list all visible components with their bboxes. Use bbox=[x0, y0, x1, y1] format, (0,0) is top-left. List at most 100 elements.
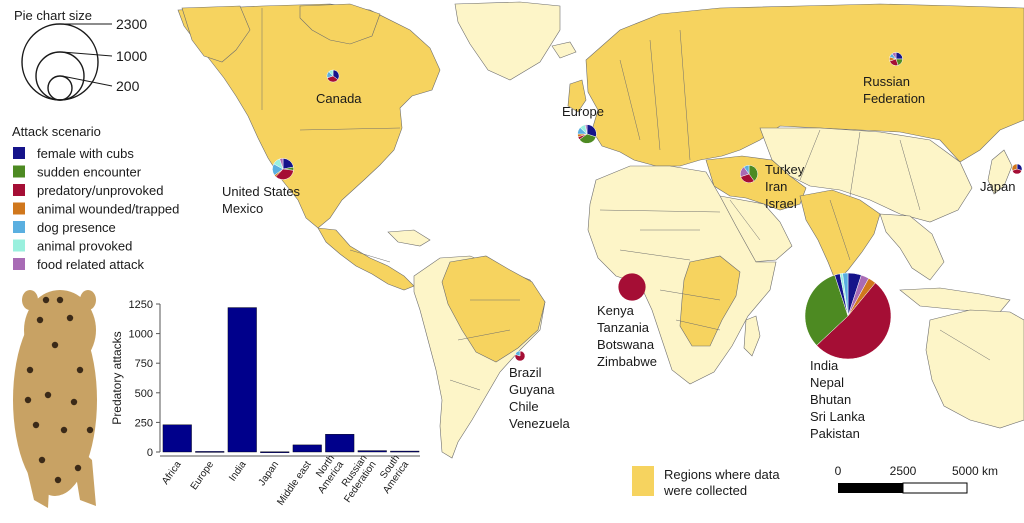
pie-slice-united-states-food-related-attack bbox=[279, 158, 284, 170]
scale-tick-2500: 2500 bbox=[890, 464, 917, 478]
x-tick-label-group: Middle east bbox=[275, 459, 313, 507]
bar-middle-east bbox=[292, 444, 322, 453]
size-value-large: 2300 bbox=[116, 16, 147, 32]
y-axis: 0 250 500 750 1000 1250 bbox=[129, 299, 420, 459]
pie-europe bbox=[577, 124, 597, 144]
bar-chart: Predatory attacks 0 250 500 750 1000 1250 Afr… bbox=[110, 299, 420, 508]
land-central-asia bbox=[759, 127, 973, 223]
leopard-spot bbox=[74, 464, 82, 472]
pie-slice-canada-animal-provoked bbox=[328, 69, 334, 77]
pie-slice-india-dog-presence bbox=[842, 272, 849, 317]
country-border bbox=[619, 59, 641, 141]
scenario-legend-title: Attack scenario bbox=[12, 124, 101, 139]
bar-india bbox=[227, 307, 257, 453]
legend-label-female-with-cubs: female with cubs bbox=[37, 146, 134, 161]
x-tick-label: Middle east bbox=[275, 459, 313, 507]
region-label-russian-federation: Russian bbox=[863, 74, 910, 89]
scale-segment-white bbox=[902, 482, 968, 494]
pie-slice-russian-federation-food-related-attack bbox=[891, 52, 897, 60]
size-circle-large bbox=[21, 23, 99, 101]
y-tick-label: 1000 bbox=[129, 329, 153, 341]
y-tick-label: 750 bbox=[135, 358, 153, 370]
pie-slice-south-america-predatory-unprovoked bbox=[514, 350, 526, 362]
legend-label-dog-presence: dog presence bbox=[37, 220, 116, 235]
legend-label-predatory-unprovoked: predatory/unprovoked bbox=[37, 183, 163, 198]
country-border bbox=[299, 127, 401, 131]
country-borders bbox=[261, 8, 991, 391]
land-brazil bbox=[441, 255, 546, 363]
size-leader-medium bbox=[61, 51, 113, 57]
land-greenland bbox=[454, 1, 561, 81]
bar-africa bbox=[162, 424, 192, 453]
scale-tick-0: 0 bbox=[835, 464, 842, 478]
country-border bbox=[829, 199, 851, 261]
scale-tick-5000: 5000 km bbox=[952, 464, 998, 478]
region-label-africa: Botswana bbox=[597, 337, 655, 352]
x-tick-label-group: Europe bbox=[189, 459, 217, 492]
x-tick-label-group: India bbox=[227, 459, 249, 483]
legend-label-food-related-attack: food related attack bbox=[37, 257, 144, 272]
country-border bbox=[619, 249, 691, 261]
pie-south-america bbox=[514, 350, 526, 362]
leopard-spot bbox=[54, 476, 62, 484]
leopard-spot bbox=[76, 366, 84, 374]
pie-slice-africa-predatory-unprovoked bbox=[618, 273, 646, 301]
pie-slice-south-america-dog-presence bbox=[514, 350, 521, 357]
leopard-spot bbox=[86, 426, 94, 434]
size-legend-title: Pie chart size bbox=[14, 8, 92, 23]
region-label-russian-federation: Federation bbox=[863, 91, 925, 106]
bars bbox=[162, 307, 420, 453]
map-legend-line-1: Regions where data bbox=[664, 467, 780, 482]
country-border bbox=[849, 131, 861, 197]
map-legend-line-2: were collected bbox=[663, 483, 747, 498]
region-label-india: Bhutan bbox=[810, 392, 851, 407]
land-se-asia bbox=[879, 213, 945, 281]
legend-swatch-predatory-unprovoked bbox=[13, 184, 25, 196]
pie-slice-middle-east-sudden-encounter bbox=[748, 165, 758, 182]
leopard-spot bbox=[44, 391, 52, 399]
land-japan bbox=[987, 149, 1013, 195]
land-central-america bbox=[317, 227, 415, 291]
region-label-africa: Zimbabwe bbox=[597, 354, 657, 369]
size-value-small: 200 bbox=[116, 78, 140, 94]
scale-bar: 0 2500 5000 km bbox=[835, 464, 998, 494]
leopard-spot bbox=[36, 316, 44, 324]
leopard-spot bbox=[42, 296, 50, 304]
y-tick-label: 1250 bbox=[129, 299, 153, 311]
country-border bbox=[939, 329, 991, 361]
land-iceland bbox=[551, 41, 577, 59]
legend-swatch-animal-wounded-trapped bbox=[13, 202, 25, 215]
pie-slice-middle-east-dog-presence bbox=[743, 165, 750, 175]
region-label-africa: Kenya bbox=[597, 303, 635, 318]
x-tick-label: Japan bbox=[257, 459, 282, 488]
land-middle-east bbox=[705, 155, 807, 211]
legend-swatch-animal-provoked bbox=[13, 239, 25, 252]
leopard-spot bbox=[56, 296, 64, 304]
pie-russian-federation bbox=[889, 52, 903, 66]
pie-africa bbox=[618, 273, 646, 301]
leopard-spot bbox=[26, 366, 34, 374]
bar-russian-federation bbox=[357, 450, 387, 453]
legend-label-sudden-encounter: sudden encounter bbox=[37, 165, 142, 180]
leopard-spot bbox=[60, 426, 68, 434]
country-border bbox=[449, 379, 481, 391]
size-circle-small bbox=[47, 75, 73, 101]
pie-slice-europe-food-related-attack bbox=[584, 124, 588, 135]
bar-south-america bbox=[390, 450, 420, 453]
y-tick-label: 500 bbox=[135, 388, 153, 400]
land-arctic-islands bbox=[299, 3, 381, 45]
leopard-spot bbox=[32, 421, 40, 429]
region-label-south-america: Venezuela bbox=[509, 416, 570, 431]
y-tick-label: 250 bbox=[135, 417, 153, 429]
country-border bbox=[599, 209, 721, 213]
region-label-middle-east: Iran bbox=[765, 179, 787, 194]
pie-slice-india-sudden-encounter bbox=[804, 274, 849, 346]
land-alaska bbox=[181, 5, 251, 63]
collected-swatch bbox=[632, 466, 654, 496]
country-border bbox=[675, 319, 721, 331]
pie-slice-europe-sudden-encounter bbox=[579, 133, 597, 144]
